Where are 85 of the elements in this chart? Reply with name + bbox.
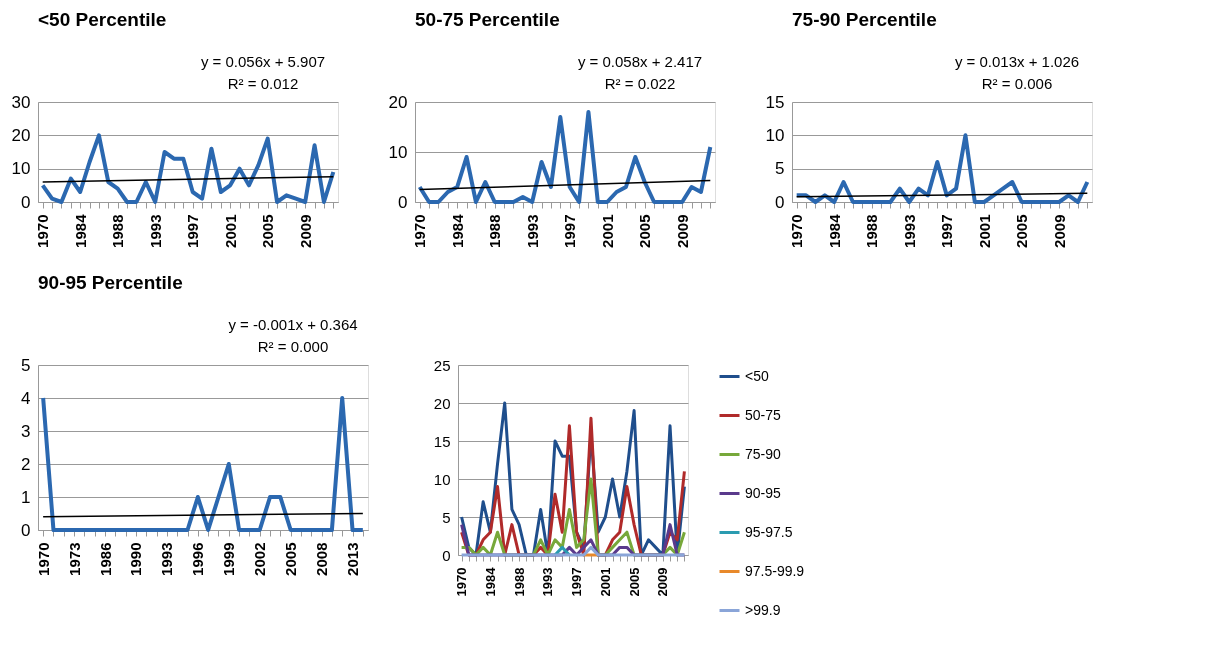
x-tick-label: 2005 xyxy=(636,214,654,248)
x-tick-label: 1999 xyxy=(220,542,238,576)
x-tick-label: 1970 xyxy=(34,542,52,576)
y-tick-label: 0 xyxy=(775,192,785,212)
text: R² = 0.000 xyxy=(257,338,329,355)
y-tick-label: 3 xyxy=(21,421,31,441)
x-tick-label: 1988 xyxy=(486,214,504,248)
x-tick-label: 1993 xyxy=(540,567,556,597)
y-tick-label: 30 xyxy=(11,92,31,112)
x-tick-label: 1997 xyxy=(561,214,579,248)
x-tick-label: 2009 xyxy=(1050,214,1068,248)
y-tick-label: 2 xyxy=(21,454,31,474)
y-tick-label: 10 xyxy=(11,159,31,179)
x-tick-label: 2002 xyxy=(251,542,269,576)
y-tick-label: 10 xyxy=(433,470,451,488)
y-tick-label: 20 xyxy=(388,92,408,112)
text: y = 0.013x + 1.026 xyxy=(954,53,1080,70)
x-tick-label: 2005 xyxy=(1013,214,1031,248)
legend-label: 75-90 xyxy=(745,445,782,462)
y-tick-label: 20 xyxy=(433,394,451,412)
chart-title: 75-90 Percentile xyxy=(792,9,937,30)
x-tick-label: 1997 xyxy=(569,567,585,597)
y-tick-label: 1 xyxy=(21,487,31,507)
x-tick-label: 1990 xyxy=(127,542,145,576)
y-tick-label: 25 xyxy=(433,356,451,374)
x-tick-label: 2009 xyxy=(296,214,314,248)
x-tick-label: 2001 xyxy=(221,214,239,248)
x-tick-label: 2001 xyxy=(598,214,616,248)
x-tick-label: 1993 xyxy=(158,542,176,576)
legend-label: 95-97.5 xyxy=(745,523,793,540)
legend-label: 97.5-99.9 xyxy=(745,562,805,579)
x-tick-label: 2009 xyxy=(673,214,691,248)
x-tick-label: 2005 xyxy=(259,214,277,248)
y-tick-label: 5 xyxy=(775,159,785,179)
text: R² = 0.012 xyxy=(227,75,299,92)
x-tick-label: 1970 xyxy=(454,567,470,597)
x-tick-label: 1997 xyxy=(184,214,202,248)
x-tick-label: 1988 xyxy=(511,567,527,597)
x-tick-label: 2008 xyxy=(313,542,331,576)
x-tick-label: 2009 xyxy=(655,567,671,597)
chart-title: <50 Percentile xyxy=(38,9,167,30)
x-tick-label: 1993 xyxy=(523,214,541,248)
y-tick-label: 5 xyxy=(21,355,31,375)
x-tick-label: 1988 xyxy=(109,214,127,248)
x-tick-label: 1984 xyxy=(482,566,498,597)
y-tick-label: 0 xyxy=(398,192,408,212)
legend-label: <50 xyxy=(745,367,769,384)
y-tick-label: 15 xyxy=(433,432,451,450)
x-tick-label: 2001 xyxy=(597,567,613,597)
x-tick-label: 1984 xyxy=(71,213,89,248)
y-tick-label: 5 xyxy=(442,508,451,526)
x-tick-label: 1973 xyxy=(65,542,83,576)
x-tick-label: 1970 xyxy=(34,214,52,248)
y-tick-label: 10 xyxy=(388,142,408,162)
x-tick-label: 1993 xyxy=(146,214,164,248)
y-tick-label: 0 xyxy=(21,520,31,540)
y-tick-label: 20 xyxy=(11,125,31,145)
legend-label: >99.9 xyxy=(745,601,781,618)
x-tick-label: 2005 xyxy=(626,567,642,597)
x-tick-label: 1986 xyxy=(96,542,114,576)
legend-label: 50-75 xyxy=(745,406,782,423)
y-tick-label: 4 xyxy=(21,388,31,408)
y-tick-label: 0 xyxy=(21,192,31,212)
y-tick-label: 15 xyxy=(765,92,785,112)
x-tick-label: 1970 xyxy=(788,214,806,248)
text: R² = 0.006 xyxy=(981,75,1053,92)
x-tick-label: 1993 xyxy=(900,214,918,248)
y-tick-label: 10 xyxy=(765,125,785,145)
chart-title: 90-95 Percentile xyxy=(38,272,183,293)
x-tick-label: 1984 xyxy=(448,213,466,248)
chart-title: 50-75 Percentile xyxy=(415,9,560,30)
x-tick-label: 2001 xyxy=(975,214,993,248)
x-tick-label: 1970 xyxy=(411,214,429,248)
x-tick-label: 1997 xyxy=(938,214,956,248)
x-tick-label: 1996 xyxy=(189,542,207,576)
x-tick-label: 1984 xyxy=(825,213,843,248)
text: y = 0.056x + 5.907 xyxy=(200,53,326,70)
y-tick-label: 0 xyxy=(442,546,451,564)
text: y = 0.058x + 2.417 xyxy=(577,53,703,70)
x-tick-label: 2005 xyxy=(282,542,300,576)
text: y = -0.001x + 0.364 xyxy=(228,316,358,333)
x-tick-label: 2013 xyxy=(344,542,362,576)
legend-label: 90-95 xyxy=(745,484,782,501)
text: R² = 0.022 xyxy=(604,75,676,92)
x-tick-label: 1988 xyxy=(863,214,881,248)
